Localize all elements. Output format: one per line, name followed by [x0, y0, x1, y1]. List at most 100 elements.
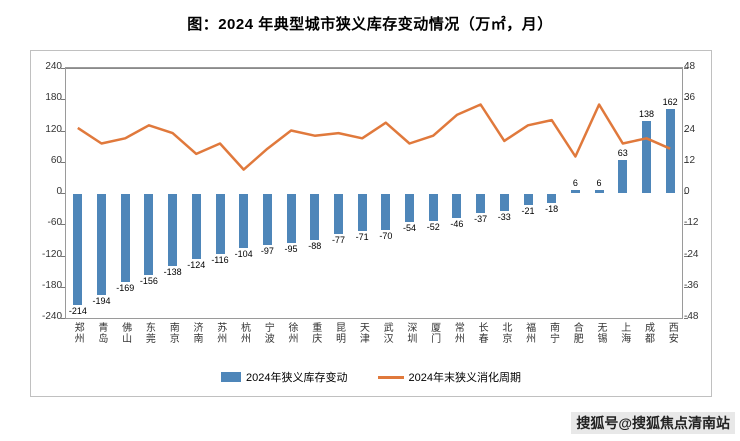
bar-天津: [357, 194, 367, 231]
legend-line-swatch: [377, 375, 404, 379]
bar-value-label: -46: [450, 218, 464, 229]
bar-无锡: [594, 189, 604, 193]
x-label-杭州: 杭州: [238, 322, 250, 344]
right-axis-tick-label: -12: [684, 217, 699, 229]
bar-杭州: [239, 194, 249, 249]
bar-value-label: -214: [68, 306, 87, 317]
bar-合肥: [570, 189, 580, 193]
left-axis-tick-label: -120: [41, 248, 62, 260]
left-axis-tick-label: -180: [41, 279, 62, 291]
x-label-厦门: 厦门: [428, 322, 440, 344]
x-label-福州: 福州: [523, 322, 535, 344]
x-label-上海: 上海: [618, 322, 630, 344]
bar-青岛: [97, 194, 107, 296]
line-layer: [77, 103, 671, 171]
bar-昆明: [333, 194, 343, 235]
x-label-东莞: 东莞: [143, 322, 155, 344]
x-label-青岛: 青岛: [95, 322, 107, 344]
bar-value-label: -18: [545, 204, 559, 215]
x-label-苏州: 苏州: [214, 322, 226, 344]
zero-axis-line: [66, 68, 682, 69]
left-axis-tick-label: -240: [41, 311, 62, 322]
right-axis-tick-label: 24: [684, 123, 696, 135]
x-label-徐州: 徐州: [286, 322, 298, 344]
bar-南京: [168, 194, 178, 266]
bar-value-label: -169: [116, 283, 135, 294]
bar-value-label: -77: [331, 235, 345, 246]
left-axis-tickmark: [61, 255, 65, 257]
bar-郑州: [73, 194, 83, 306]
inventory-change-chart: 240 180 120 60 0 -60 -120 -180 -240 -214 -194 -169…: [30, 50, 712, 397]
right-axis-tickmark: [684, 193, 688, 194]
x-label-深圳: 深圳: [404, 322, 416, 344]
bar-value-label: -104: [234, 249, 253, 260]
bar-value-label: -88: [308, 240, 322, 251]
bar-重庆: [310, 194, 320, 240]
bar-value-label: -138: [163, 266, 182, 277]
x-label-长春: 长春: [476, 322, 488, 344]
legend-label: 2024年狭义库存变动: [246, 372, 348, 384]
bar-北京: [499, 194, 509, 212]
left-axis-tick-label: 0: [56, 186, 62, 197]
bar-value-label: -54: [403, 223, 417, 234]
bar-value-label: -21: [521, 205, 535, 216]
bar-常州: [452, 194, 462, 218]
right-axis-tickmark: [684, 224, 688, 226]
bar-长春: [476, 194, 486, 214]
x-label-佛山: 佛山: [119, 322, 131, 344]
left-axis-tick-label: 240: [45, 61, 62, 72]
bar-value-label: 63: [617, 148, 628, 159]
right-axis-tickmark: [684, 130, 688, 132]
right-axis-tick-label: -24: [684, 248, 699, 260]
left-axis-tickmark: [61, 130, 65, 132]
right-axis: 48 36 24 12 0 -12 -24 -36 -48: [684, 62, 714, 322]
bar-value-label: 6: [596, 177, 602, 188]
bar-value-label: 162: [662, 96, 678, 107]
x-label-重庆: 重庆: [309, 322, 321, 344]
legend-bar-swatch: [221, 372, 242, 382]
bar-value-label: -116: [211, 255, 229, 266]
chart-title: 图：2024 年典型城市狭义库存变动情况（万㎡，月）: [187, 16, 553, 33]
bar-福州: [523, 194, 533, 205]
bar-武汉: [381, 194, 391, 231]
right-axis-tickmark: [684, 161, 688, 163]
bar-value-label: 6: [572, 177, 578, 188]
x-label-武汉: 武汉: [381, 322, 393, 344]
left-axis-tickmark: [61, 161, 65, 163]
left-axis-tickmark: [61, 68, 65, 69]
bar-上海: [618, 160, 628, 193]
line-series: [77, 103, 671, 171]
x-label-成都: 成都: [642, 322, 654, 344]
bar-深圳: [405, 194, 415, 223]
x-label-西安: 西安: [666, 322, 678, 344]
bar-value-label: -194: [92, 296, 111, 307]
bar-value-label: -37: [474, 214, 488, 225]
x-label-常州: 常州: [452, 322, 464, 344]
bar-value-label: -95: [284, 244, 298, 255]
right-axis-tickmark: [684, 99, 688, 101]
legend-item: 2024年末狭义消化周期: [377, 369, 521, 385]
bar-厦门: [428, 194, 438, 222]
bar-徐州: [286, 194, 296, 244]
right-axis-tick-label: -48: [684, 311, 699, 322]
x-label-南宁: 南宁: [547, 322, 559, 344]
x-label-天津: 天津: [357, 322, 369, 344]
x-label-合肥: 合肥: [571, 322, 583, 344]
left-axis-tickmark: [61, 286, 65, 288]
bar-value-label: -52: [426, 222, 440, 233]
bar-value-label: -70: [379, 231, 393, 242]
x-label-宁波: 宁波: [262, 322, 274, 344]
bar-value-label: -156: [139, 276, 158, 287]
right-axis-tick-label: 48: [684, 61, 696, 72]
right-axis-tickmark: [684, 68, 688, 69]
right-axis-tickmark: [684, 286, 688, 288]
right-axis-tick-label: 12: [684, 154, 696, 166]
bar-西安: [665, 108, 675, 193]
left-axis-tick-label: -60: [47, 217, 62, 229]
watermark: 搜狐号@搜狐焦点清南站: [571, 412, 735, 434]
bar-苏州: [215, 194, 225, 255]
x-label-南京: 南京: [167, 322, 179, 344]
legend-label: 2024年末狭义消化周期: [408, 372, 521, 384]
left-axis-tickmark: [61, 318, 65, 319]
